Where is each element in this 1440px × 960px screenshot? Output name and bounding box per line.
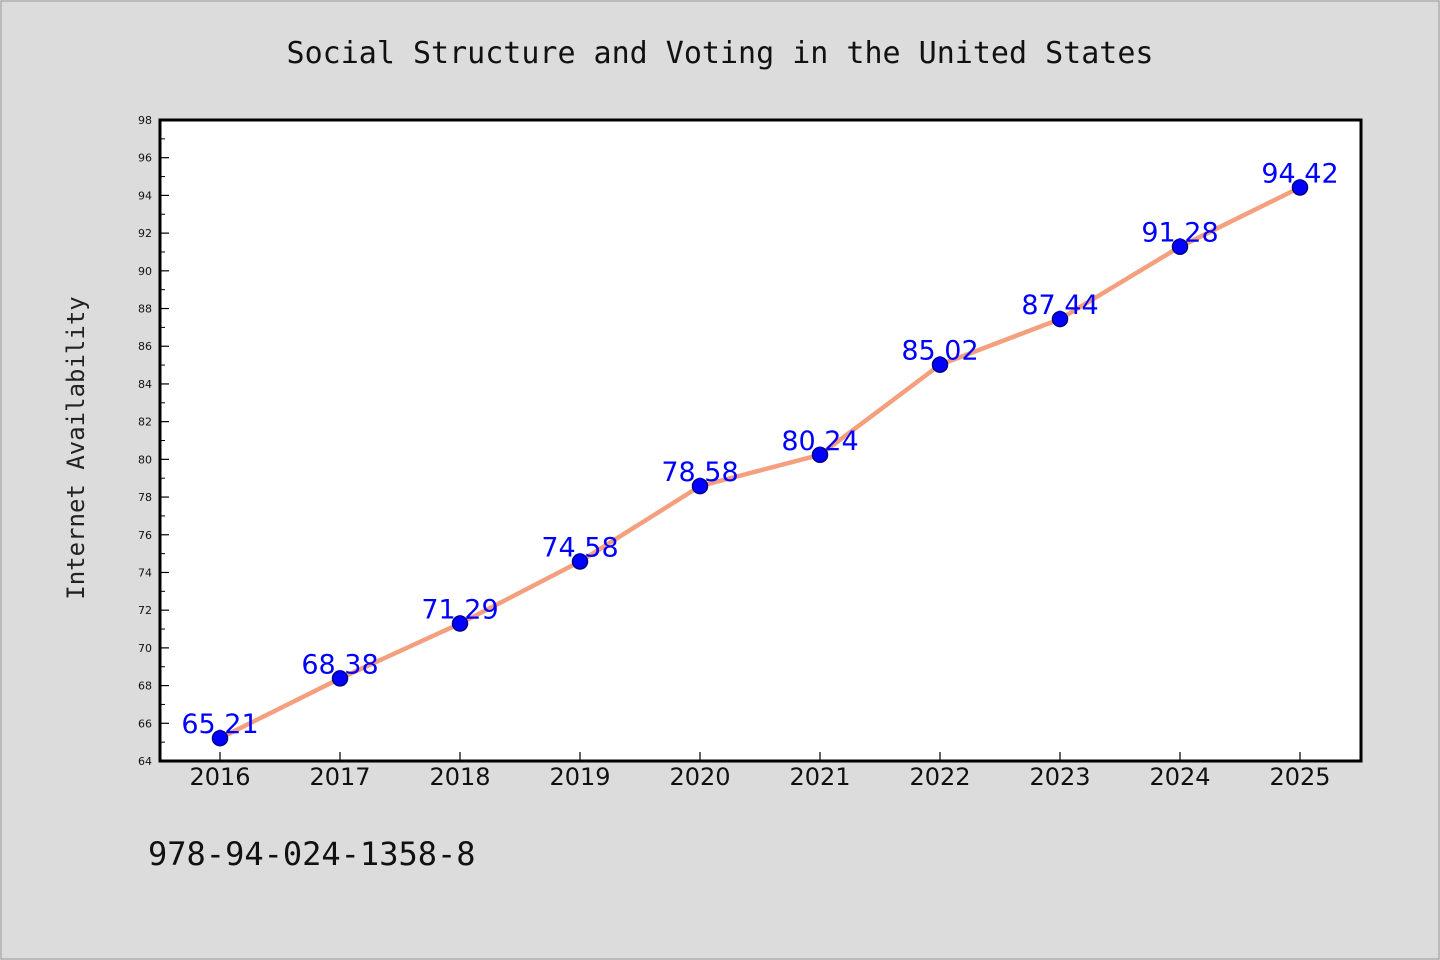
data-value-label: 74.58 (541, 533, 618, 564)
y-tick-label: 84 (138, 378, 152, 391)
x-tick-label: 2022 (909, 763, 970, 791)
series-line-path (217, 185, 1303, 741)
plot-area (160, 120, 1361, 761)
data-point-marker (1291, 179, 1309, 196)
data-value-label: 91.28 (1141, 218, 1218, 249)
y-tick-label: 68 (138, 680, 152, 693)
data-point-marker (1051, 310, 1069, 328)
y-tick-label: 64 (138, 755, 152, 768)
data-value-label: 68.38 (301, 649, 378, 680)
x-tick-label: 2016 (189, 763, 250, 791)
data-labels: 65.21 68.38 71.29 74.58 78.58 80.24 85.02 87.44… (181, 158, 1338, 740)
x-tick-label: 2025 (1269, 763, 1330, 791)
y-tick-label: 94 (138, 189, 152, 202)
x-tick-label: 2017 (309, 763, 370, 791)
data-value-label: 65.21 (181, 709, 258, 740)
y-tick-label: 90 (138, 265, 152, 278)
y-tick-label: 96 (138, 152, 152, 165)
data-point-marker (331, 670, 349, 687)
data-value-label: 87.44 (1021, 290, 1098, 321)
data-value-label: 85.02 (901, 336, 978, 367)
data-point-marker (1171, 238, 1189, 255)
x-tick-label: 2018 (429, 763, 490, 791)
x-tick-label: 2020 (669, 763, 730, 791)
y-tick-label: 82 (138, 416, 152, 429)
plot-frame (158, 118, 1363, 763)
y-tick-label: 78 (138, 491, 152, 504)
x-tick-label: 2021 (789, 763, 850, 791)
data-markers (211, 179, 1309, 747)
axes: 64 66 68 70 72 74 76 78 80 82 84 86 88 90 92 94 96 98 2016… (138, 114, 1331, 791)
x-tick-label: 2019 (549, 763, 610, 791)
y-tick-label: 70 (138, 642, 152, 655)
y-tick-label: 86 (138, 340, 152, 353)
data-point-marker (451, 615, 469, 632)
data-point-marker (811, 446, 829, 464)
isbn-text: 978-94-024-1358-8 (148, 835, 476, 873)
y-tick-label: 98 (138, 114, 152, 127)
data-value-label: 80.24 (781, 426, 858, 457)
data-point-marker (691, 477, 709, 495)
y-tick-label: 88 (138, 303, 152, 316)
y-tick-label: 76 (138, 529, 152, 542)
y-tick-label: 92 (138, 227, 152, 240)
x-tick-label: 2023 (1029, 763, 1090, 791)
data-point-marker (211, 729, 229, 747)
x-tick-label: 2024 (1149, 763, 1210, 791)
data-point-marker (571, 553, 589, 570)
chart-title: Social Structure and Voting in the Unite… (287, 36, 1154, 71)
y-tick-label: 72 (138, 604, 152, 617)
y-tick-label: 66 (138, 717, 152, 730)
y-tick-label: 74 (138, 566, 152, 579)
data-point-marker (931, 356, 949, 373)
data-value-label: 71.29 (421, 595, 498, 626)
series-line (217, 185, 1303, 741)
y-tick-label: 80 (138, 453, 152, 466)
data-value-label: 78.58 (661, 457, 738, 488)
y-axis-label: Internet Availability (62, 296, 90, 599)
data-value-label: 94.42 (1261, 158, 1338, 189)
